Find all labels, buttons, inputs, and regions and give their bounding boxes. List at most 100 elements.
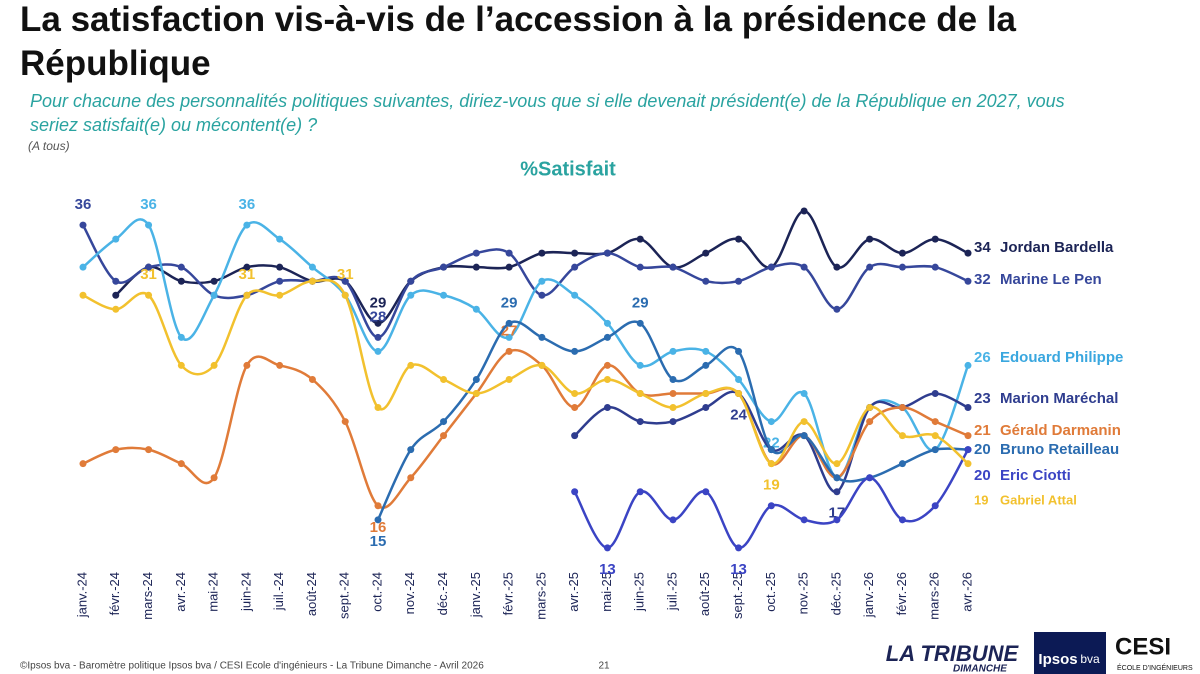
data-label: 31: [239, 266, 256, 283]
x-tick-label: mars-24: [140, 572, 155, 620]
point: [79, 460, 87, 468]
x-tick-label: mai-25: [599, 572, 614, 612]
x-tick-label: févr.-24: [107, 572, 122, 615]
point: [931, 446, 939, 454]
point: [702, 277, 710, 285]
point: [276, 277, 284, 285]
point: [374, 404, 382, 412]
data-label: 31: [337, 266, 354, 283]
end-value: 23: [974, 390, 991, 407]
point: [145, 263, 153, 271]
point: [767, 418, 775, 426]
point: [472, 305, 480, 313]
point: [177, 460, 185, 468]
point: [898, 263, 906, 271]
point: [636, 361, 644, 369]
point: [243, 291, 251, 299]
plot: janv.-24 févr.-24 mars-24 avr.-24 mai-24 juin…: [74, 196, 1123, 620]
point: [964, 277, 972, 285]
point: [931, 235, 939, 243]
point: [505, 347, 513, 355]
data-label: 19: [763, 477, 780, 494]
point: [833, 488, 841, 496]
point: [571, 488, 579, 496]
point: [112, 291, 120, 299]
point: [472, 263, 480, 271]
subtitle-line: Pour chacune des personnalités politique…: [30, 91, 1065, 111]
x-tick-label: avr.-26: [959, 572, 974, 612]
x-tick-label: avr.-24: [173, 572, 188, 612]
x-tick-label: sept.-24: [337, 572, 352, 619]
point: [931, 502, 939, 510]
point: [735, 235, 743, 243]
point: [145, 446, 153, 454]
end-value: 21: [974, 422, 991, 439]
x-tick-label: août-25: [697, 572, 712, 616]
point: [374, 319, 382, 327]
end-value: 34: [974, 239, 991, 256]
data-label: 29: [632, 294, 649, 311]
point: [571, 347, 579, 355]
page-number: 21: [598, 661, 610, 672]
point: [538, 277, 546, 285]
note: (A tous): [28, 139, 70, 153]
point: [374, 347, 382, 355]
logo-cesi: CESI: [1115, 633, 1171, 660]
point: [79, 263, 87, 271]
point: [210, 291, 218, 299]
x-tick-label: sept.-25: [730, 572, 745, 619]
point: [79, 221, 87, 229]
data-label: 13: [599, 561, 616, 578]
point: [505, 333, 513, 341]
point: [210, 277, 218, 285]
data-label: 29: [370, 294, 387, 311]
x-tick-label: juin-25: [632, 572, 647, 612]
chart-title: La satisfaction vis-à-vis de l’accession…: [20, 0, 1017, 83]
point: [145, 221, 153, 229]
logo-ipsos-box: [1034, 632, 1106, 674]
point: [505, 249, 513, 257]
point: [308, 277, 316, 285]
x-tick-label: juil.-25: [664, 572, 679, 611]
point: [472, 390, 480, 397]
logo-ipsos: Ipsos: [1038, 651, 1077, 668]
legend-label: Bruno Retailleau: [1000, 441, 1119, 458]
series-line: [82, 349, 969, 509]
point: [898, 460, 906, 468]
point: [112, 446, 120, 454]
point: [669, 263, 677, 271]
point: [276, 235, 284, 243]
point: [407, 291, 415, 299]
point: [800, 390, 808, 397]
point: [931, 418, 939, 426]
point: [538, 291, 546, 299]
end-value: 19: [974, 492, 988, 507]
point: [374, 502, 382, 510]
point: [603, 404, 611, 412]
legend-label: Gérald Darmanin: [1000, 422, 1121, 439]
point: [603, 249, 611, 257]
point: [538, 333, 546, 341]
point: [931, 390, 939, 397]
source: ©Ipsos bva - Baromètre politique Ipsos b…: [20, 661, 484, 672]
point: [243, 361, 251, 369]
point: [79, 291, 87, 299]
point: [735, 347, 743, 355]
point: [243, 221, 251, 229]
point: [898, 249, 906, 257]
point: [866, 474, 874, 482]
legend-label: Jordan Bardella: [1000, 239, 1114, 256]
point: [112, 305, 120, 313]
point: [669, 375, 677, 383]
legend-label: Eric Ciotti: [1000, 467, 1071, 484]
subtitle-line: seriez satisfait(e) ou mécontent(e) ?: [30, 115, 317, 135]
x-tick-label: oct.-25: [763, 572, 778, 612]
point: [308, 263, 316, 271]
data-label: 24: [730, 406, 747, 423]
point: [800, 516, 808, 524]
point: [702, 390, 710, 397]
point: [964, 446, 972, 454]
point: [669, 390, 677, 397]
point: [472, 375, 480, 383]
logo-tribune: LA TRIBUNE: [886, 641, 1020, 666]
